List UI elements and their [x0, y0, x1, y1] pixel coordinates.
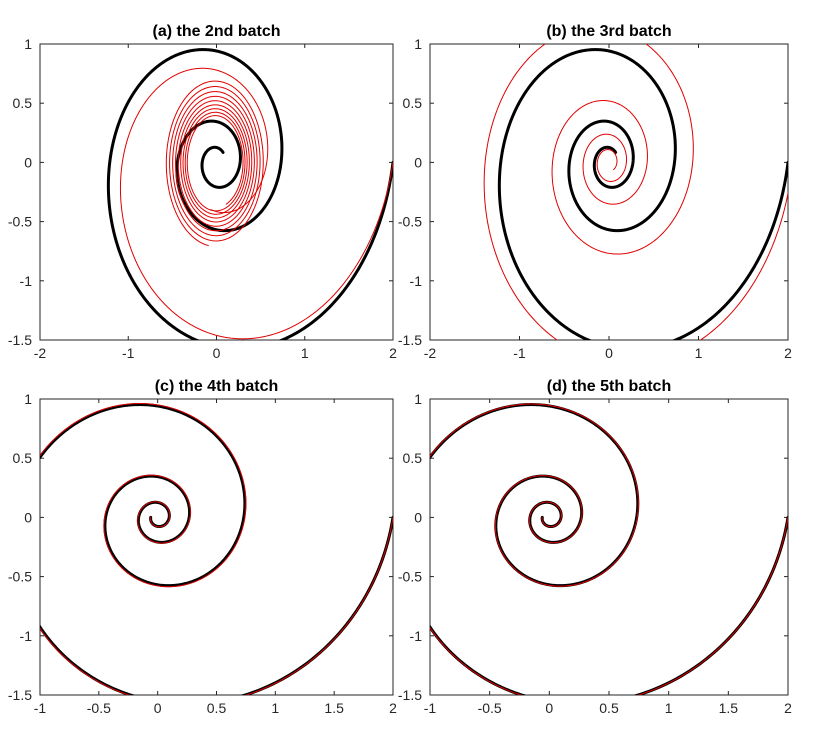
x-tick-label: -1	[424, 700, 437, 716]
y-tick-label: 0	[414, 509, 422, 525]
plot-area	[430, 403, 788, 695]
x-tick-label: 1.5	[324, 700, 344, 716]
plot-area	[106, 48, 393, 340]
reference-curve	[40, 403, 393, 695]
y-tick-label: -1	[20, 628, 33, 644]
panel-title: (a) the 2nd batch	[152, 23, 280, 40]
panel-3: -1 -0.5 0 0.5 1 1.5 210.50-0.5-1-1.5(c) the 4t…	[8, 378, 397, 716]
x-tick-label: -1	[513, 345, 526, 361]
x-tick-label: 0	[213, 345, 221, 361]
panel-1: -2 -1 0 1 2 1 0.5 0 -0.5 -1 -1.5 (a) the 2nd batch	[8, 23, 397, 361]
x-tick-label: -0.5	[87, 700, 111, 716]
estimate-curve	[430, 403, 788, 695]
y-tick-label: -1	[410, 273, 423, 289]
x-tick-label: 0.5	[599, 700, 619, 716]
x-tick-label: 2	[784, 345, 792, 361]
y-tick-label: -1.5	[8, 332, 32, 348]
estimate-curve	[40, 403, 393, 695]
reference-curve	[497, 48, 788, 340]
x-tick-label: 1.5	[719, 700, 739, 716]
y-tick-label: 1	[24, 36, 32, 52]
x-tick-label: 0	[605, 345, 613, 361]
estimate-curve	[483, 44, 788, 340]
reference-curve	[106, 48, 393, 340]
x-tick-label: 2	[389, 345, 397, 361]
y-tick-label: 1	[414, 391, 422, 407]
y-tick-label: 0	[24, 509, 32, 525]
x-tick-label: 0.5	[207, 700, 227, 716]
panel-title: (b) the 3rd batch	[546, 23, 671, 40]
x-tick-label: -0.5	[478, 700, 502, 716]
x-tick-label: -2	[34, 345, 47, 361]
x-tick-label: 2	[389, 700, 397, 716]
plot-area	[40, 403, 393, 695]
y-tick-label: -1	[410, 628, 423, 644]
x-tick-label: 0	[154, 700, 162, 716]
y-tick-label: 0	[414, 154, 422, 170]
x-tick-label: 0	[545, 700, 553, 716]
y-tick-label: -0.5	[8, 214, 32, 230]
y-tick-label: 0	[24, 154, 32, 170]
y-tick-label: -1.5	[398, 687, 422, 703]
y-tick-label: -0.5	[398, 214, 422, 230]
panel-title: (c) the 4th batch	[155, 378, 279, 395]
y-tick-label: -1	[20, 273, 33, 289]
reference-curve	[430, 403, 788, 695]
y-tick-label: 0.5	[403, 95, 423, 111]
panel-2: -2 -1 0 1 2 1 0.5 0 -0.5 -1 -1.5 (b) the 3rd batch	[398, 23, 792, 361]
x-tick-label: 1	[695, 345, 703, 361]
x-tick-label: 1	[271, 700, 279, 716]
panel-title: (d) the 5th batch	[547, 378, 671, 395]
axes-box	[39, 398, 394, 696]
y-tick-label: 1	[24, 391, 32, 407]
x-tick-label: 1	[301, 345, 309, 361]
x-tick-label: 2	[784, 700, 792, 716]
x-tick-label: -2	[424, 345, 437, 361]
x-tick-label: -1	[122, 345, 135, 361]
axes-box	[429, 398, 789, 696]
x-tick-label: 1	[665, 700, 673, 716]
y-tick-label: -0.5	[398, 569, 422, 585]
y-tick-label: -1.5	[8, 687, 32, 703]
y-tick-label: 0.5	[13, 95, 33, 111]
y-tick-label: 0.5	[13, 450, 33, 466]
y-tick-label: -0.5	[8, 569, 32, 585]
estimate-curve	[165, 80, 264, 247]
y-tick-label: 1	[414, 36, 422, 52]
x-tick-label: -1	[34, 700, 47, 716]
y-tick-label: 0.5	[403, 450, 423, 466]
plot-area	[483, 44, 788, 340]
panel-4: -1 -0.5 0 0.5 1 1.5 210.50-0.5-1-1.5(d) the 5t…	[398, 378, 792, 716]
y-tick-label: -1.5	[398, 332, 422, 348]
estimate-curve	[119, 67, 393, 340]
